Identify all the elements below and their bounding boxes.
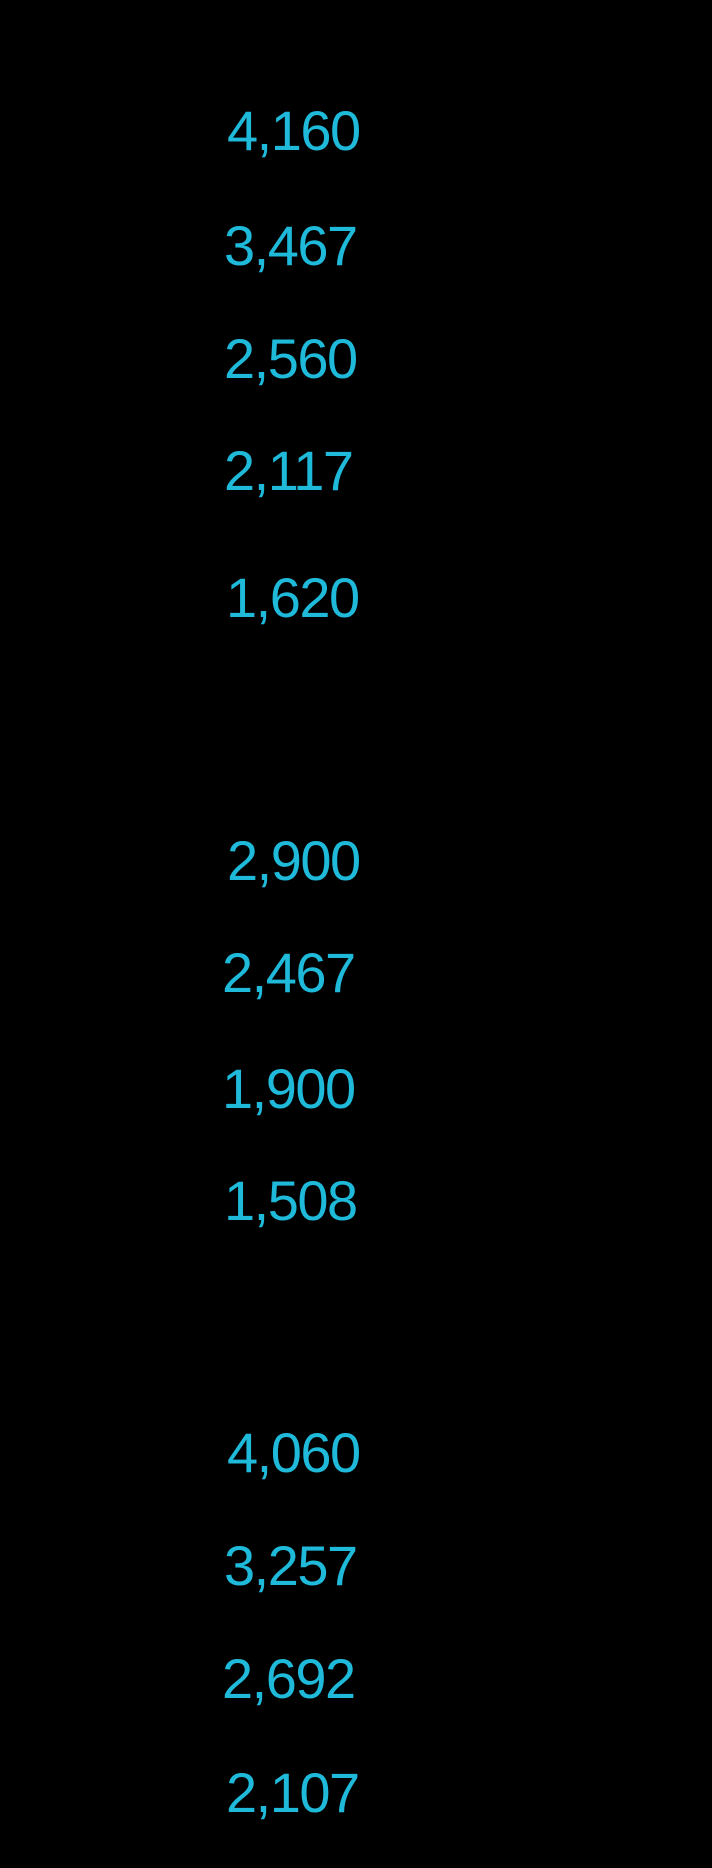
numeric-value: 1,900: [222, 1057, 356, 1120]
numeric-value: 4,060: [227, 1421, 361, 1484]
numeric-value: 1,508: [224, 1169, 358, 1232]
numeric-value: 3,257: [224, 1534, 358, 1597]
numeric-value: 2,107: [226, 1761, 360, 1824]
numeric-value: 2,467: [222, 941, 356, 1004]
numeric-value: 1,620: [226, 566, 360, 629]
numeric-value: 2,900: [227, 829, 361, 892]
numeric-value: 2,117: [224, 439, 354, 502]
numeric-value: 4,160: [227, 99, 361, 162]
numeric-value: 3,467: [224, 214, 358, 277]
numeric-value: 2,560: [224, 327, 358, 390]
numeric-value: 2,692: [222, 1647, 356, 1710]
